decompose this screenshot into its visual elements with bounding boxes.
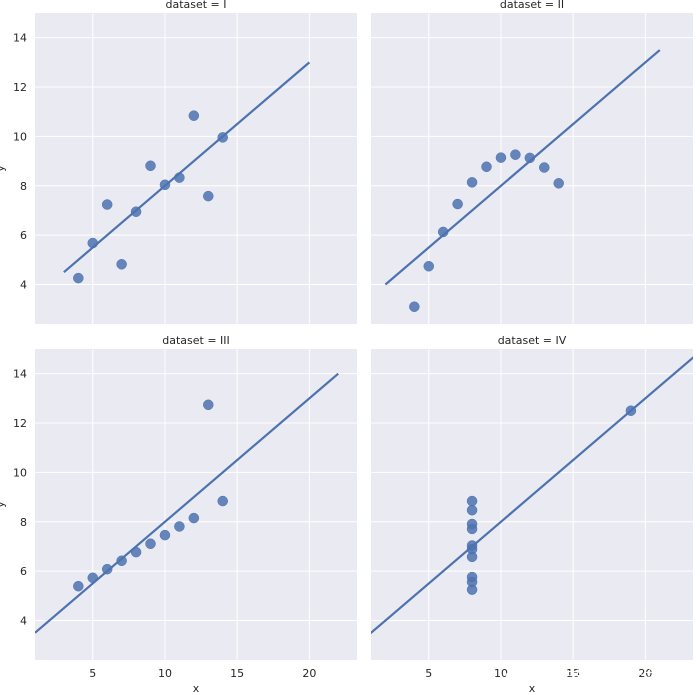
x-tick-label: 10 [158,667,172,680]
data-point [524,152,536,164]
y-tick-label: 10 [13,466,27,479]
data-point [159,179,171,191]
x-tick-label: 5 [425,667,432,680]
data-point [73,272,84,284]
data-point [87,237,99,249]
y-tick-label: 4 [20,615,27,628]
y-tick-label: 14 [13,368,27,381]
y-tick-label: 6 [20,229,27,242]
data-point [466,504,478,516]
panel-title: dataset = II [500,0,564,11]
data-point [409,301,420,312]
data-point [423,260,435,272]
data-point [145,538,156,549]
panel-title: dataset = I [165,0,226,11]
data-point [116,259,127,270]
x-tick-label: 5 [89,667,96,680]
y-tick-label: 4 [20,279,27,292]
data-point [203,399,214,411]
data-point [130,206,142,217]
data-point [625,405,637,416]
y-tick-label: 12 [13,81,27,94]
data-point [174,172,185,183]
x-tick-label: 10 [494,667,508,680]
regression-line [35,372,339,634]
plot-background [371,13,693,324]
y-axis-label: y [0,165,7,172]
panel-4: dataset = IV 5 10 15 20 x [371,334,693,695]
data-point [217,495,228,507]
panel-title: dataset = III [162,334,230,347]
data-point [466,576,478,588]
plot-background [371,349,693,660]
regression-line [63,61,311,274]
data-point [539,162,550,173]
data-point [116,555,127,567]
data-point [510,149,521,160]
y-tick-label: 8 [20,516,27,529]
data-point [466,495,478,507]
x-tick-label: 15 [566,667,580,680]
data-point [87,572,99,584]
data-point [101,563,113,575]
x-axis-label: x [193,682,200,695]
data-point [130,546,142,558]
data-point [188,512,200,524]
x-tick-label: 15 [230,667,244,680]
data-point [553,178,564,189]
x-tick-label: 20 [302,667,316,680]
panel-1: dataset = I 4 6 8 10 12 14 y [0,0,357,324]
data-point [188,110,200,121]
data-point [495,152,507,163]
data-point [145,160,156,172]
y-axis-label: y [0,501,7,508]
regression-line [371,356,693,635]
data-point [217,132,228,143]
data-point [481,161,492,173]
data-point [73,580,84,592]
panel-title: dataset = IV [498,334,567,347]
data-point [101,199,113,210]
x-axis-label: x [529,682,536,695]
panel-3: dataset = III 5 10 15 20 x 4 6 8 10 12 14 y [0,334,357,695]
data-point [203,190,214,202]
plot-background [35,13,357,324]
plot-background [35,349,357,660]
panel-2: dataset = II [371,0,693,324]
watermark-text: CSDN @苏州程序大白 [505,668,658,686]
y-tick-label: 14 [13,32,27,45]
y-tick-label: 10 [13,130,27,143]
data-point [466,177,478,188]
data-point [174,521,185,532]
x-tick-label: 20 [638,667,652,680]
data-point [437,226,449,238]
data-point [466,543,478,555]
y-tick-label: 12 [13,417,27,430]
regression-line [384,49,661,286]
data-point [452,198,463,210]
data-point [159,529,171,541]
data-point [466,518,478,530]
y-tick-label: 8 [20,180,27,193]
y-tick-label: 6 [20,565,27,578]
